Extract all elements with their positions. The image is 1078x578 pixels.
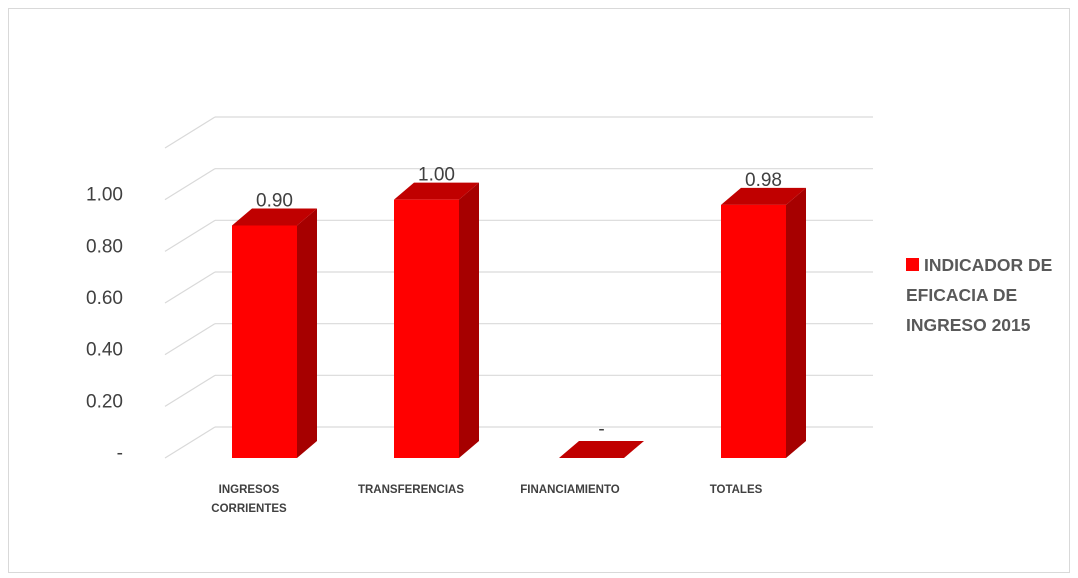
bar-top <box>394 182 479 200</box>
gridline-depth-2 <box>164 323 216 356</box>
y-tick-label: 1.00 <box>86 185 123 206</box>
legend-label-1: INDICADOR DE <box>924 255 1053 275</box>
x-tick-label: CORRIENTES <box>211 503 287 515</box>
data-label: 1.00 <box>418 165 455 186</box>
bar <box>232 225 297 458</box>
gridline-depth-4 <box>164 219 216 252</box>
legend-swatch <box>906 258 919 271</box>
gridline-depth-1 <box>164 374 216 407</box>
bar-side <box>297 208 317 458</box>
bar-top <box>721 187 806 205</box>
bar-side <box>459 182 479 458</box>
legend-line-2: EFICACIA DE <box>906 285 1018 305</box>
x-tick-label: TOTALES <box>710 484 763 496</box>
gridline-depth-3 <box>164 271 216 304</box>
data-label: 0.98 <box>745 170 782 191</box>
legend-line-3: INGRESO 2015 <box>906 315 1031 335</box>
gridline-depth-5 <box>164 168 216 201</box>
x-tick-label: TRANSFERENCIAS <box>358 484 464 496</box>
y-tick-label: - <box>117 443 123 464</box>
y-tick-label: 0.80 <box>86 236 123 257</box>
y-tick-label: 0.40 <box>86 340 123 361</box>
legend: INDICADOR DE EFICACIA DE INGRESO 2015 <box>906 250 1076 340</box>
legend-line-1: INDICADOR DE <box>906 250 1076 280</box>
bar-zero <box>559 441 644 458</box>
bar <box>394 199 459 458</box>
data-label: 0.90 <box>256 191 293 212</box>
x-tick-label: INGRESOS <box>219 484 280 496</box>
x-tick-label: FINANCIAMIENTO <box>520 484 620 496</box>
y-tick-label: 0.20 <box>86 391 123 412</box>
bar-side <box>786 187 806 459</box>
bar <box>721 204 786 458</box>
gridline-depth-0 <box>164 426 216 459</box>
bar-top <box>232 208 317 226</box>
y-tick-label: 0.60 <box>86 288 123 309</box>
gridline-depth-6 <box>164 116 216 149</box>
data-label: - <box>598 419 604 440</box>
